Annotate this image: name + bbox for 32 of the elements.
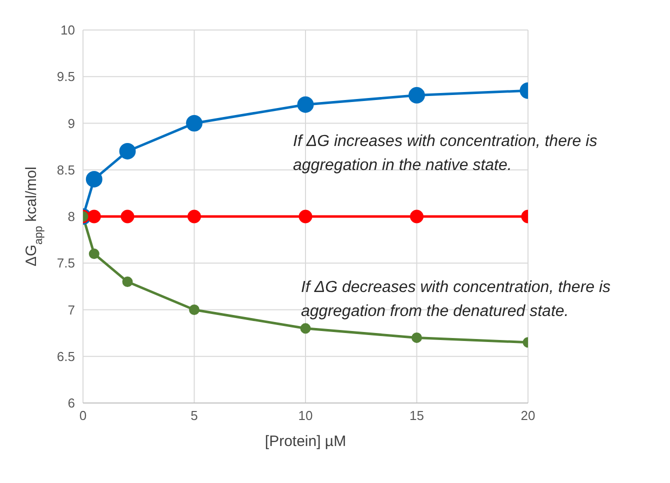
x-tick-label: 15 bbox=[410, 408, 424, 424]
point bbox=[86, 170, 102, 188]
point bbox=[87, 210, 101, 224]
point bbox=[188, 210, 201, 224]
y-tick-label: 8 bbox=[68, 209, 75, 224]
annotation: If ΔG increases with concentration, there is aggregation in the native state. bbox=[293, 132, 598, 176]
y-tick-label: 10 bbox=[60, 22, 75, 38]
point bbox=[408, 87, 425, 104]
x-tick-label: 0 bbox=[79, 408, 87, 424]
point bbox=[300, 323, 311, 334]
annotation: If ΔG decreases with concentration, there is aggregation from the denatured state. bbox=[301, 278, 612, 322]
point bbox=[410, 210, 424, 224]
y-tick-label: 7 bbox=[68, 302, 75, 318]
y-tick-label: 7.5 bbox=[56, 256, 75, 271]
point bbox=[412, 332, 422, 343]
x-tick-label: 5 bbox=[190, 408, 198, 424]
y-tick-label: 9 bbox=[68, 116, 75, 131]
point bbox=[122, 276, 133, 288]
point bbox=[298, 210, 312, 224]
y-tick-label: 8.5 bbox=[56, 162, 75, 178]
y-tick-label: 6.5 bbox=[56, 348, 75, 364]
point bbox=[189, 304, 200, 315]
point bbox=[120, 210, 134, 224]
point bbox=[297, 96, 314, 113]
y-tick-label: 9.5 bbox=[56, 69, 75, 84]
y-tick-label: 6 bbox=[68, 396, 75, 411]
x-tick-label: 20 bbox=[520, 408, 536, 424]
point bbox=[186, 115, 202, 132]
point bbox=[88, 248, 100, 260]
x-tick-label: 10 bbox=[298, 408, 313, 424]
x-axis-title: [Protein] µM bbox=[264, 433, 346, 450]
point bbox=[119, 142, 136, 160]
